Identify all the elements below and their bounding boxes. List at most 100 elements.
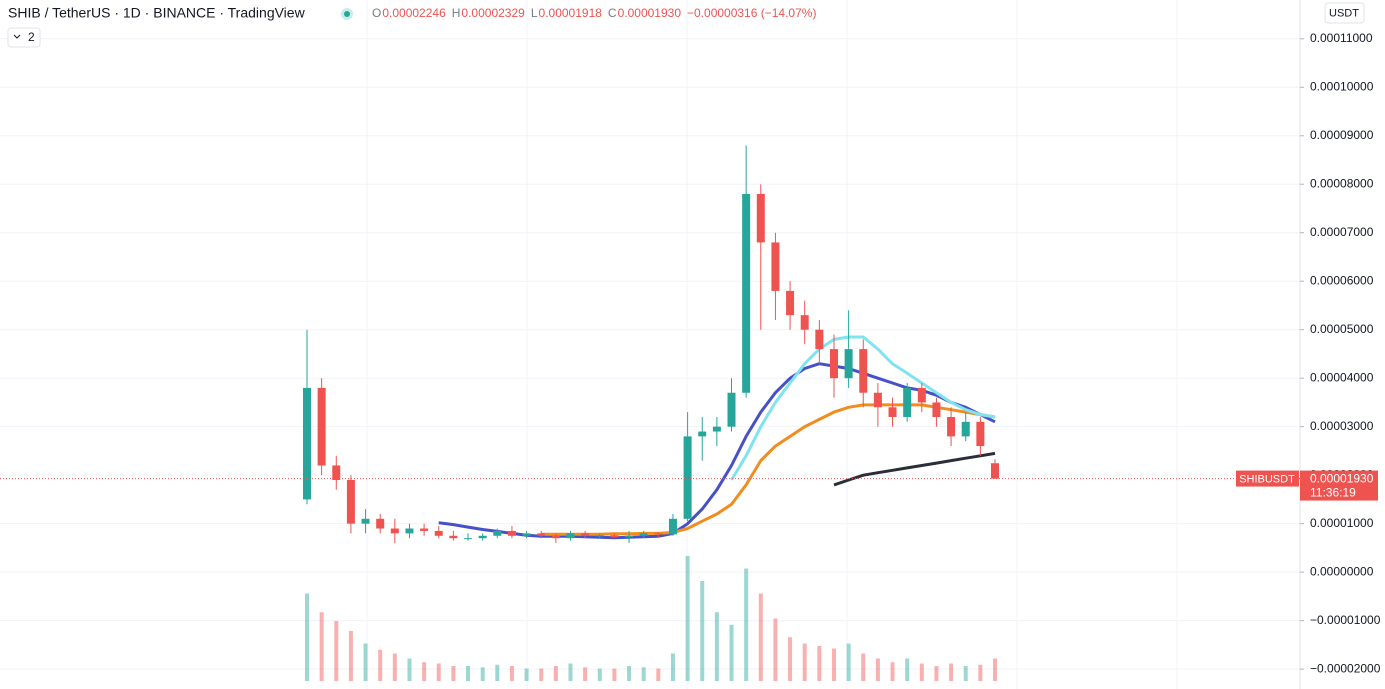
volume-bar xyxy=(905,658,910,681)
chevron xyxy=(13,34,21,39)
legend-low: 0.00001918 xyxy=(539,6,603,20)
grid xyxy=(0,38,1300,670)
candle-body xyxy=(698,431,707,437)
volume-bar xyxy=(773,618,778,681)
volume-bar xyxy=(890,662,895,681)
candle-body xyxy=(478,535,487,539)
y-tick-label: −0.00002000 xyxy=(1310,661,1381,675)
candle-body xyxy=(551,535,560,539)
candle-body xyxy=(903,387,912,417)
volume-bar xyxy=(714,612,719,681)
y-tick-label: 0.00011000 xyxy=(1310,31,1373,45)
lines xyxy=(438,335,996,540)
y-tick-label: 0.00006000 xyxy=(1310,273,1374,287)
candle-body xyxy=(332,465,341,481)
volume-bar xyxy=(744,568,749,681)
volume-bar xyxy=(451,666,456,681)
y-tick-label: 0.00004000 xyxy=(1310,370,1374,384)
volume-bar xyxy=(495,664,500,681)
legend-close-label: C xyxy=(608,6,617,20)
volume-bar xyxy=(524,668,529,681)
volume-bar xyxy=(788,637,793,681)
candle-body xyxy=(537,533,546,536)
ma-line xyxy=(438,362,996,540)
price-axis: 0.00011000 0.00010000 0.00009000 0.00008000… xyxy=(1300,31,1381,675)
indicator-count[interactable]: 2 xyxy=(28,30,35,44)
y-tick-label: 0.00007000 xyxy=(1310,225,1374,239)
y-tick-label: 0.00003000 xyxy=(1310,419,1374,433)
volume-bar xyxy=(392,653,397,681)
candle-body xyxy=(683,436,692,519)
candle-body xyxy=(639,533,648,536)
chart-title: SHIB / TetherUS · 1D · BINANCE · Trading… xyxy=(8,5,306,21)
candle-body xyxy=(786,290,795,316)
volume-bar xyxy=(802,643,807,681)
symbol-tag-bg xyxy=(1236,470,1299,487)
symbol-tag: SHIBUSDT xyxy=(1239,473,1295,485)
indicator-toggle[interactable] xyxy=(7,27,41,48)
candle-body xyxy=(522,533,531,536)
volume-bar xyxy=(480,667,485,681)
candle-body xyxy=(742,193,751,393)
volume-bar xyxy=(539,668,544,681)
legend-open: 0.00002246 xyxy=(382,6,446,20)
volume-bar xyxy=(509,666,514,681)
candle-body xyxy=(303,387,311,500)
status-dot-inner xyxy=(344,11,350,17)
candle-body xyxy=(756,193,765,243)
legend-close: 0.00001930 xyxy=(618,6,682,20)
candle-body xyxy=(361,518,370,524)
volume-bar xyxy=(334,621,339,681)
volume-bar xyxy=(993,658,997,681)
currency-button[interactable] xyxy=(1324,2,1365,24)
y-tick-label: 0.00000000 xyxy=(1310,564,1374,578)
candle-body xyxy=(566,533,575,539)
volume-bar xyxy=(875,658,880,681)
y-tick-label: 0.00005000 xyxy=(1310,322,1374,336)
volume-bar xyxy=(553,666,558,681)
volume-bar xyxy=(597,668,602,681)
volume-bar xyxy=(861,653,866,681)
legend-high: 0.00002329 xyxy=(461,6,525,20)
volume-bar xyxy=(641,667,646,681)
volume-bar xyxy=(305,593,309,681)
candle-body xyxy=(668,518,677,535)
candle-body xyxy=(771,242,780,291)
legend-open-label: O xyxy=(372,6,381,20)
y-tick-label: 0.00008000 xyxy=(1310,176,1374,190)
candle-body xyxy=(829,349,838,379)
volume-bar xyxy=(949,663,954,681)
volume-bar xyxy=(466,666,471,681)
candle-body xyxy=(595,535,604,537)
volume-bar xyxy=(700,581,705,681)
volume-bar xyxy=(670,653,675,681)
candle-body xyxy=(947,416,956,437)
candle-body xyxy=(346,480,355,524)
volume-bar xyxy=(568,663,573,681)
candle-body xyxy=(654,533,663,535)
legend-change: −0.00000316 (−14.07%) xyxy=(687,6,816,20)
candle-body xyxy=(317,387,326,466)
candle-body xyxy=(712,426,721,432)
volume-bar xyxy=(363,643,368,681)
volume-bar xyxy=(348,631,353,681)
price-tag: 0.00001930 xyxy=(1310,472,1374,486)
volume-bar xyxy=(627,666,632,681)
volume-bar xyxy=(934,666,939,681)
candle-body xyxy=(376,518,385,529)
volume-bar xyxy=(685,556,690,681)
candle-body xyxy=(917,387,926,403)
volume-bar xyxy=(319,612,324,681)
candle-body xyxy=(581,533,590,536)
ma-line xyxy=(730,335,996,481)
volume-bar xyxy=(436,663,441,681)
candle-body xyxy=(610,535,619,538)
y-tick-label: 0.00001000 xyxy=(1310,516,1374,530)
volume-bar xyxy=(919,663,924,681)
candle-body xyxy=(976,421,985,447)
price-tag-bg xyxy=(1300,470,1378,501)
volume-bar xyxy=(583,667,588,681)
candle-body xyxy=(873,392,882,408)
currency-label[interactable]: USDT xyxy=(1329,7,1359,19)
volume-bar xyxy=(656,668,661,681)
